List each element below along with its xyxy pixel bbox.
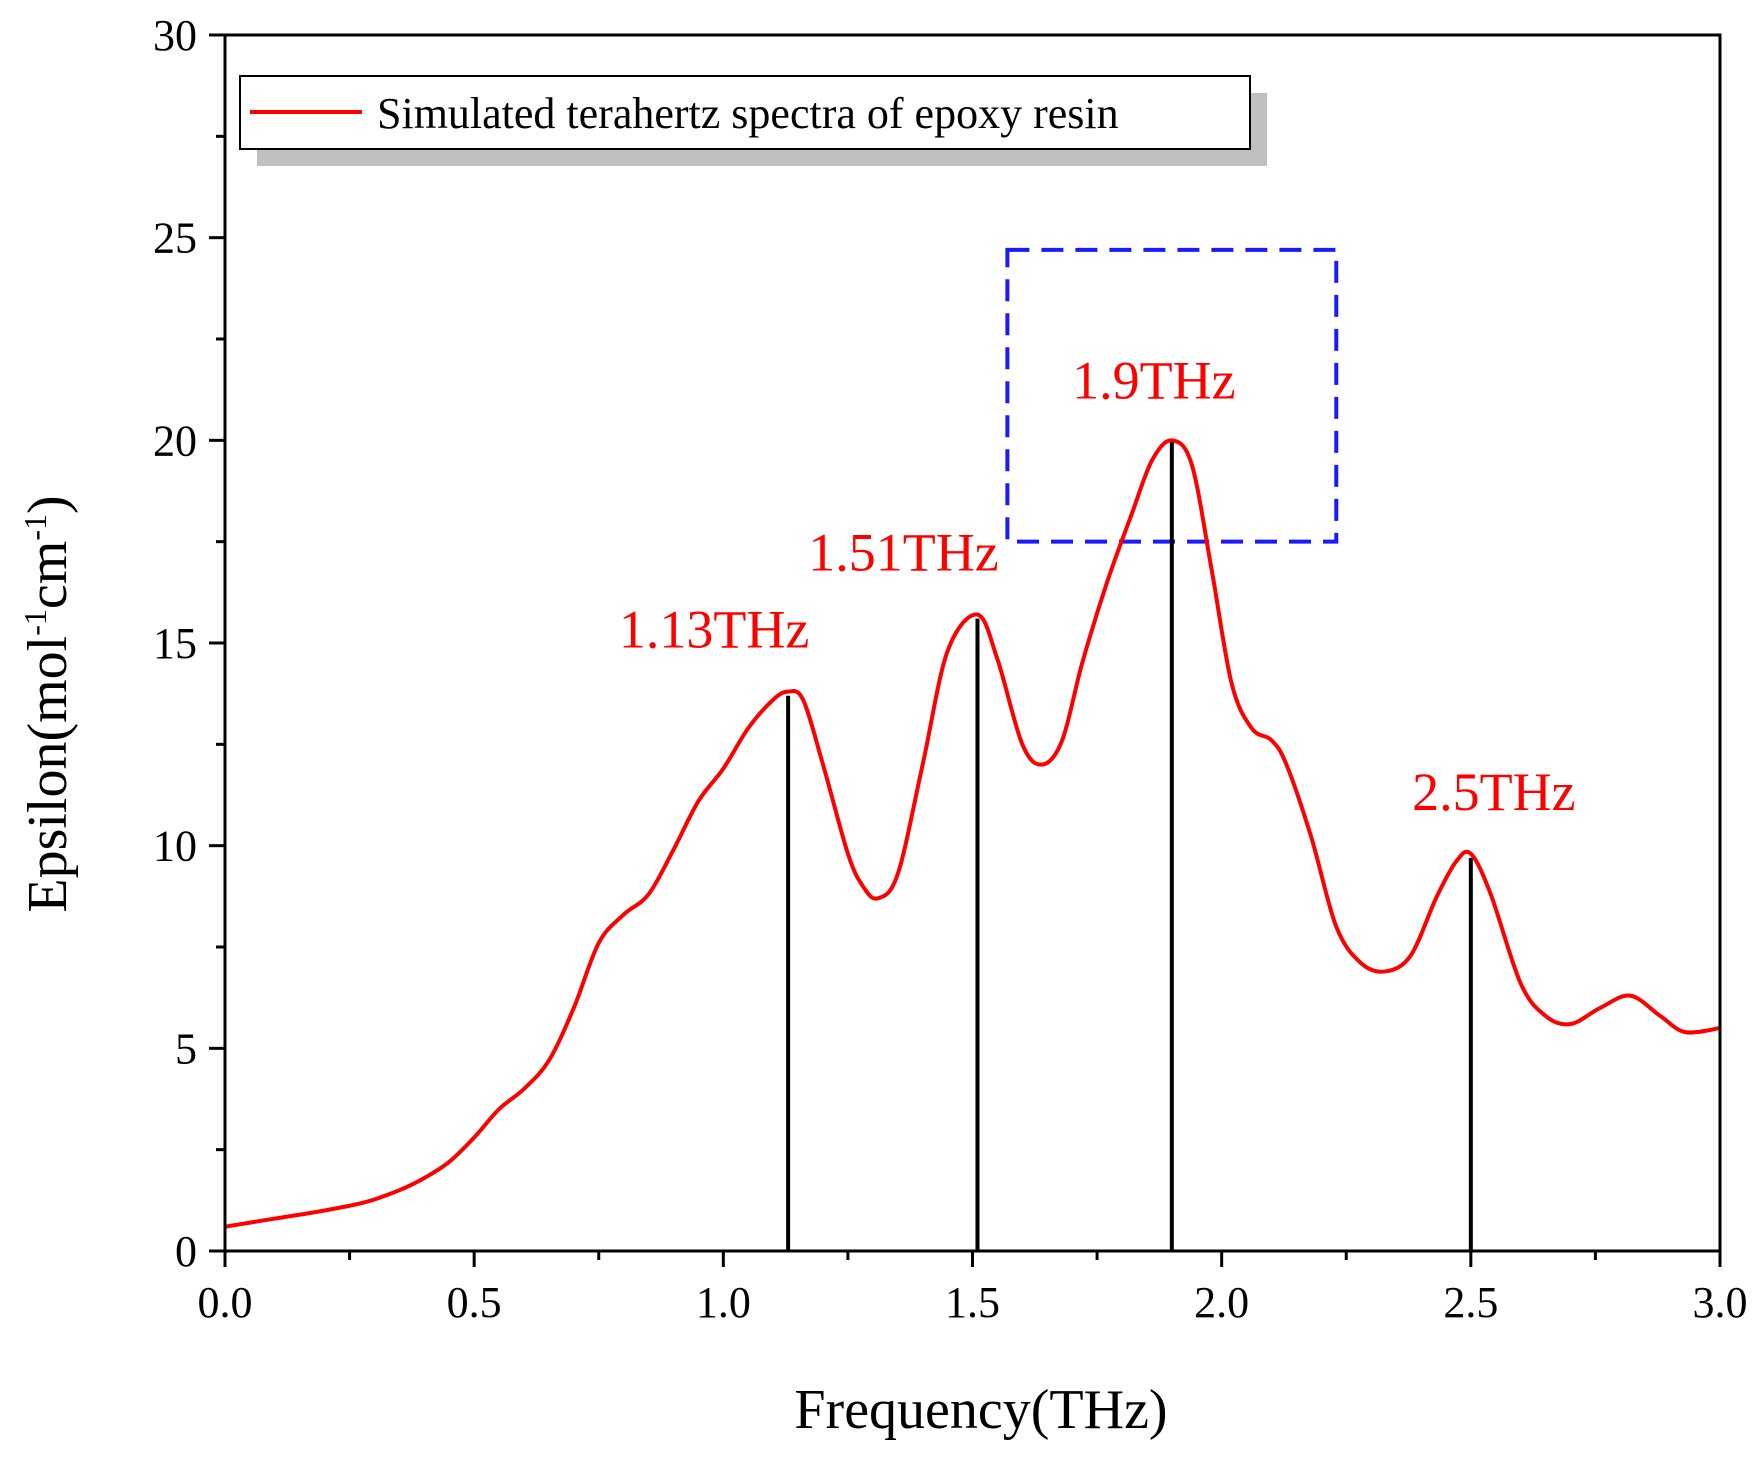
peak-label-4: 2.5THz bbox=[1412, 762, 1575, 822]
y-tick-label: 10 bbox=[153, 822, 197, 871]
y-tick-label: 0 bbox=[175, 1227, 197, 1276]
peak-label-2: 1.51THz bbox=[808, 523, 998, 583]
legend: Simulated terahertz spectra of epoxy res… bbox=[239, 75, 1267, 166]
y-tick-label: 5 bbox=[175, 1024, 197, 1073]
y-tick-label: 30 bbox=[153, 11, 197, 60]
x-tick-label: 0.5 bbox=[447, 1278, 502, 1327]
x-tick-label: 1.0 bbox=[696, 1278, 751, 1327]
series-layer bbox=[224, 438, 1721, 1251]
y-tick-label: 15 bbox=[153, 619, 197, 668]
y-axis-title-part-3: ) bbox=[17, 495, 79, 514]
peak-label-3: 1.9THz bbox=[1072, 350, 1235, 410]
y-axis-title: Epsilon(mol-1cm-1) bbox=[17, 495, 79, 912]
axes-layer bbox=[209, 33, 1722, 1267]
y-tick-label: 20 bbox=[153, 416, 197, 465]
y-axis-title-part-1: Epsilon(mol bbox=[17, 636, 79, 913]
legend-box bbox=[239, 75, 1251, 150]
y-axis-title-part-2: cm bbox=[17, 541, 79, 609]
legend-label: Simulated terahertz spectra of epoxy res… bbox=[377, 89, 1119, 138]
peak-label-1: 1.13THz bbox=[619, 600, 809, 660]
y-axis-title-sup-2: -1 bbox=[17, 514, 53, 541]
plot-frame bbox=[223, 33, 1722, 1253]
x-tick-label: 1.5 bbox=[945, 1278, 1000, 1327]
series-line bbox=[224, 438, 1721, 1229]
labels-layer: 0.0 0.5 1.0 1.5 2.0 2.5 3.0 0 5 10 15 20 25 30 1.13THz… bbox=[153, 11, 1748, 1327]
x-axis-title: Frequency(THz) bbox=[794, 1379, 1167, 1441]
y-axis-title-sup-1: -1 bbox=[17, 609, 53, 636]
x-tick-label: 2.5 bbox=[1443, 1278, 1498, 1327]
x-tick-label: 0.0 bbox=[198, 1278, 253, 1327]
x-tick-label: 2.0 bbox=[1194, 1278, 1249, 1327]
y-tick-label: 25 bbox=[153, 214, 197, 263]
x-tick-label: 3.0 bbox=[1693, 1278, 1748, 1327]
